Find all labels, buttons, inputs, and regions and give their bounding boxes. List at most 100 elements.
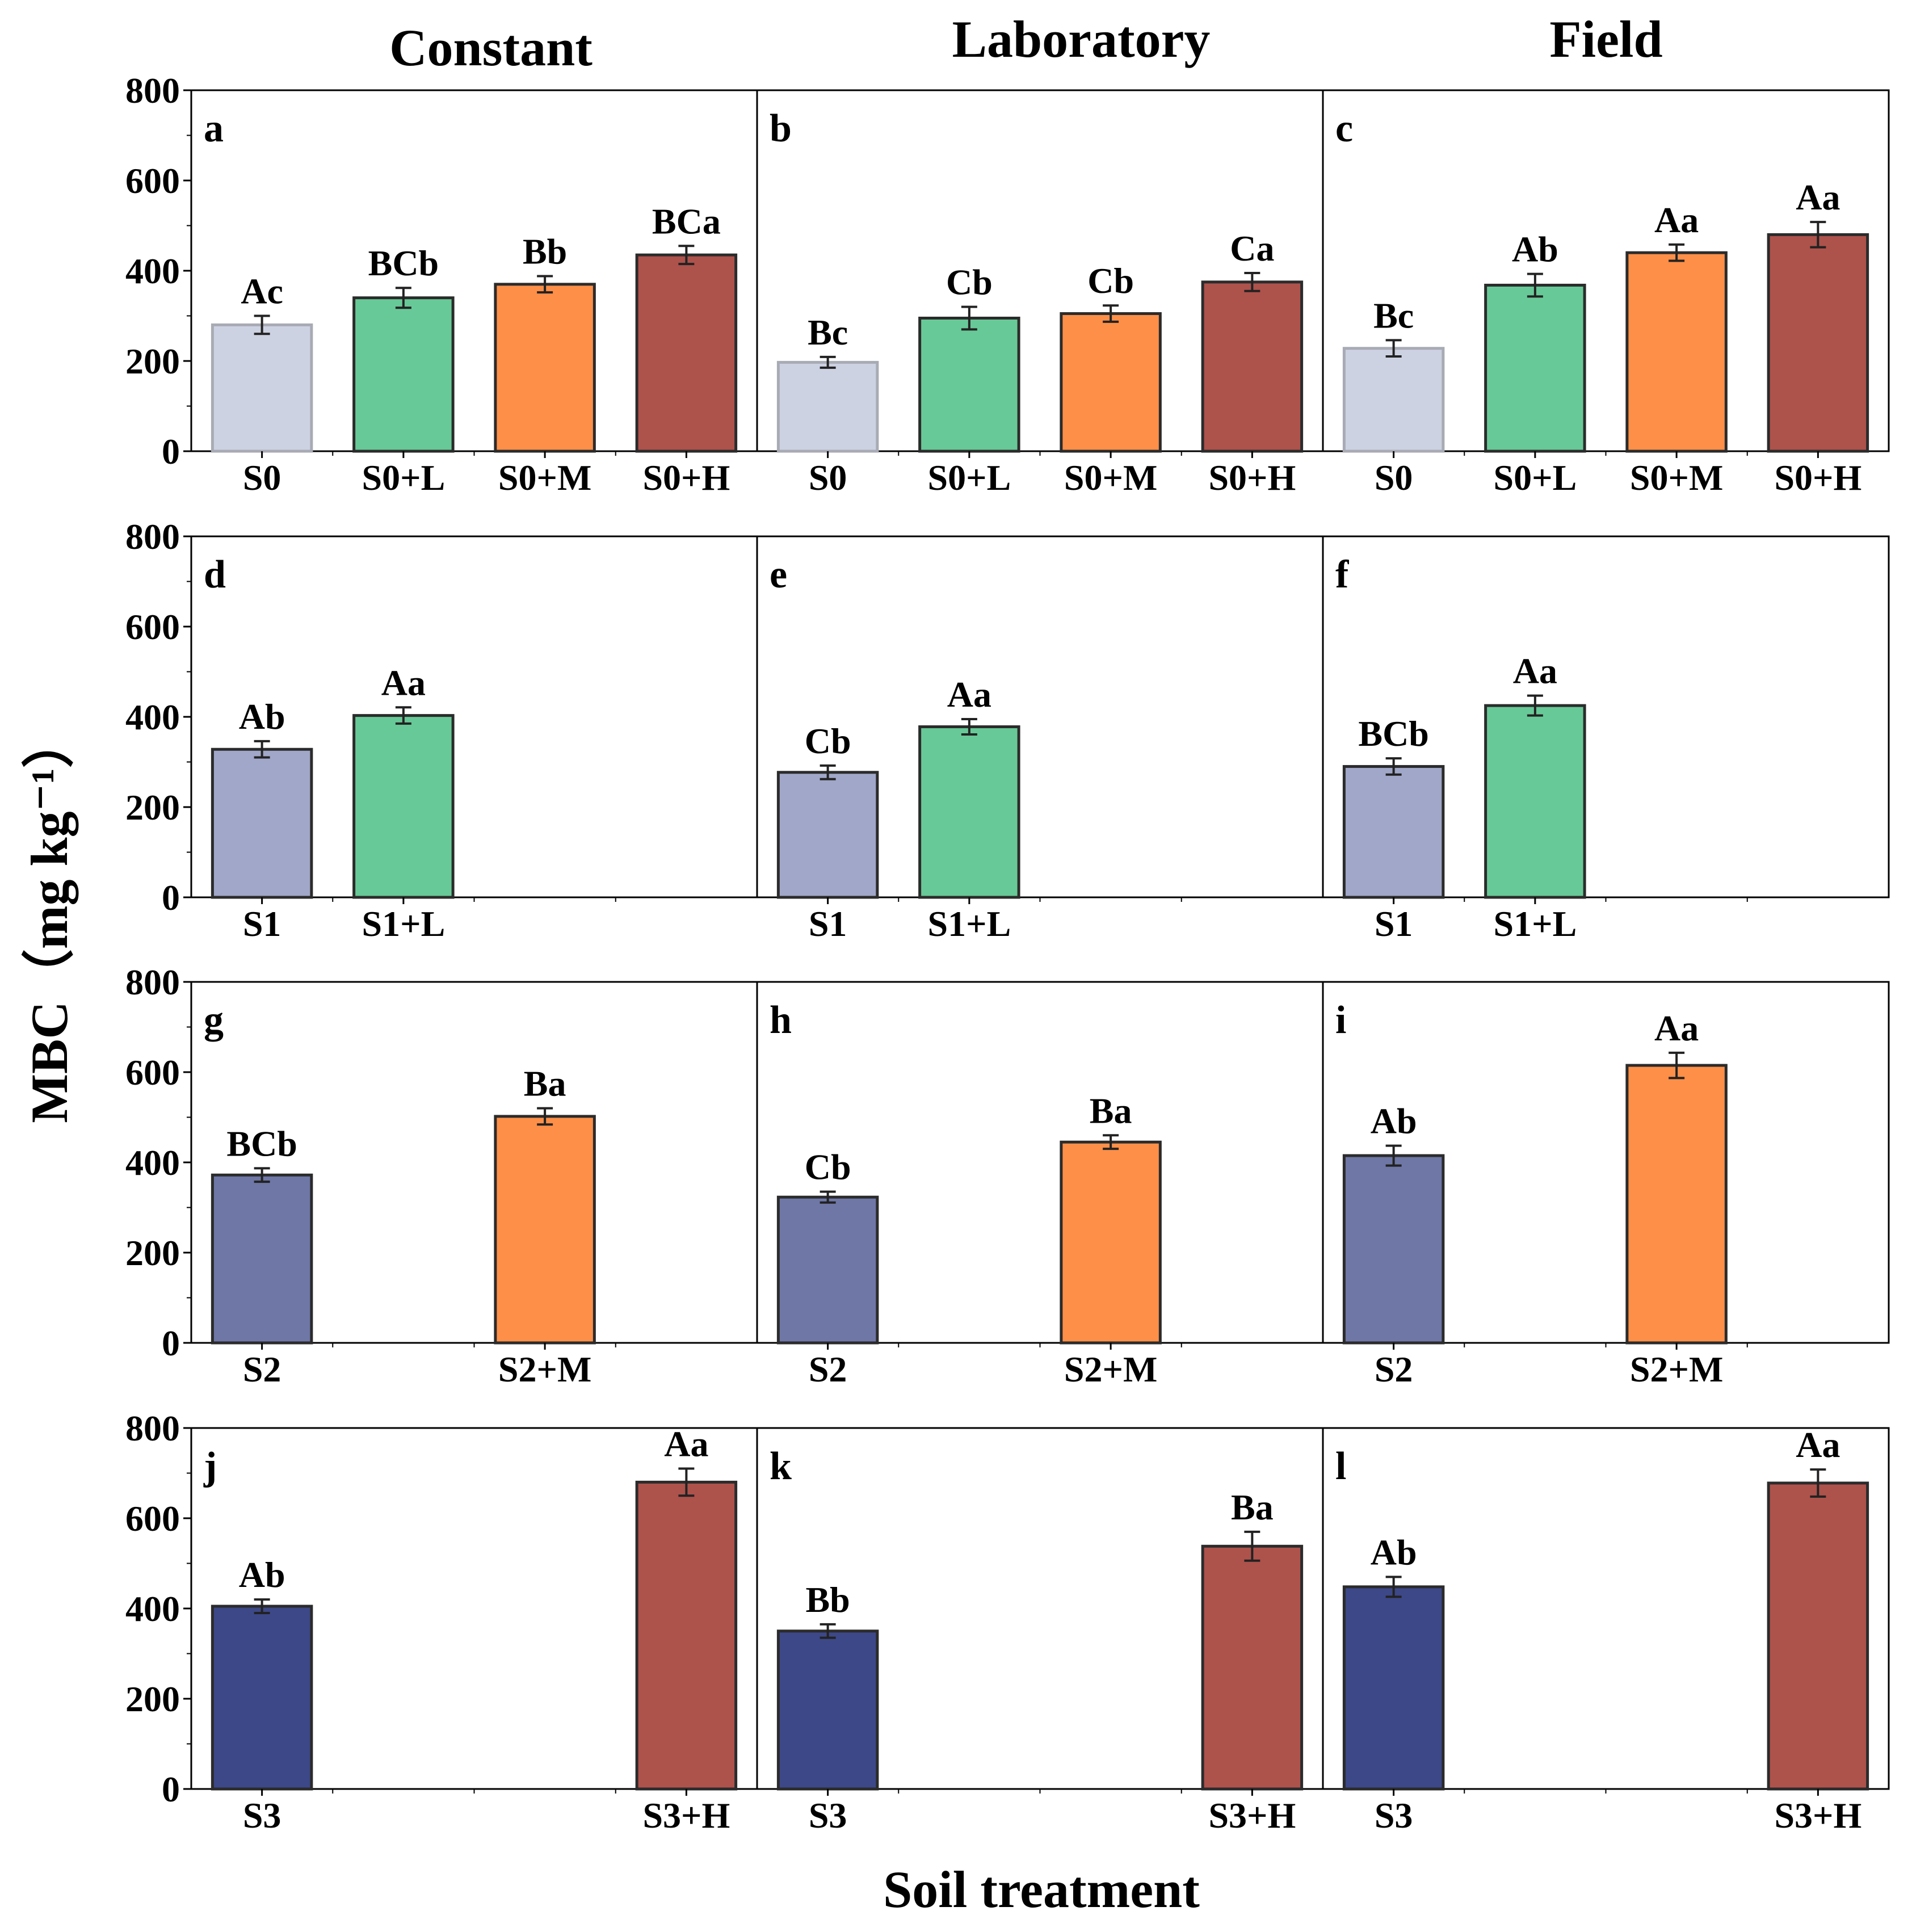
bar-a-S0: [211, 323, 313, 453]
significance-label: Aa: [664, 1424, 708, 1464]
bar-g-S2+M: [494, 1115, 596, 1345]
y-tick-label: 800: [125, 962, 180, 1002]
bar-b-S0+M: [1060, 312, 1162, 453]
panel-letter-f: f: [1335, 553, 1349, 597]
significance-label: BCa: [652, 201, 721, 241]
significance-label: Aa: [1654, 1008, 1699, 1048]
x-tick-label: S1: [809, 904, 847, 944]
significance-label: Ba: [524, 1064, 566, 1104]
significance-label: Ba: [1231, 1487, 1274, 1527]
x-tick-label: S1+L: [928, 904, 1011, 944]
x-tick-label: S2+M: [1064, 1349, 1157, 1389]
y-tick-label: 600: [125, 1052, 180, 1093]
y-tick-label: 800: [125, 1408, 180, 1448]
panel-letter-d: d: [204, 553, 226, 597]
significance-label: Ab: [239, 1555, 285, 1595]
panel-letter-k: k: [770, 1444, 792, 1488]
x-tick-label: S0+L: [362, 457, 446, 498]
significance-label: Bb: [805, 1580, 850, 1620]
panel-letter-g: g: [204, 998, 224, 1042]
bar-d-S1+L: [352, 714, 455, 899]
y-axis-label: MBC（mg kg⁻¹）: [20, 716, 78, 1123]
column-title-field: Field: [1549, 10, 1662, 68]
bar-e-S1+L: [918, 725, 1020, 899]
bar-f-S1: [1342, 765, 1445, 899]
bar-a-S0+L: [352, 296, 455, 453]
significance-label: Cb: [805, 1147, 851, 1187]
significance-label: Ab: [239, 696, 285, 737]
x-tick-label: S0+M: [1630, 457, 1723, 498]
significance-label: Ab: [1512, 229, 1558, 270]
bar-i-S2+M: [1625, 1064, 1728, 1345]
bar-b-S0+H: [1201, 280, 1304, 453]
bar-c-S0: [1342, 347, 1445, 453]
panel-letter-j: j: [203, 1444, 217, 1488]
bar-a-S0+M: [494, 283, 596, 453]
x-tick-label: S3+H: [1208, 1795, 1296, 1836]
x-tick-label: S2: [809, 1349, 847, 1389]
bar-c-S0+H: [1767, 233, 1869, 453]
x-tick-label: S0+L: [928, 457, 1011, 498]
x-axis-label: Soil treatment: [883, 1860, 1200, 1918]
x-tick-label: S0+L: [1494, 457, 1577, 498]
y-tick-label: 200: [125, 1233, 180, 1273]
significance-label: BCb: [226, 1123, 297, 1164]
significance-label: BCb: [368, 243, 439, 283]
y-tick-label: 0: [162, 431, 180, 472]
significance-label: Aa: [1796, 1425, 1840, 1465]
bar-b-S0: [776, 360, 879, 453]
y-tick-label: 200: [125, 1679, 180, 1719]
significance-label: Ba: [1090, 1090, 1132, 1131]
x-tick-label: S2: [243, 1349, 281, 1389]
y-tick-label: 0: [162, 1769, 180, 1809]
y-tick-label: 400: [125, 697, 180, 737]
bar-h-S2: [776, 1195, 879, 1345]
panel-letter-e: e: [770, 553, 787, 597]
significance-label: Cb: [946, 262, 993, 303]
x-tick-label: S0: [1375, 457, 1413, 498]
bar-k-S3+H: [1201, 1544, 1304, 1791]
x-tick-label: S0+M: [498, 457, 591, 498]
y-tick-label: 600: [125, 161, 180, 201]
x-tick-label: S0: [243, 457, 281, 498]
column-title-laboratory: Laboratory: [952, 10, 1211, 68]
x-tick-label: S2+M: [498, 1349, 591, 1389]
y-tick-label: 400: [125, 1143, 180, 1183]
y-tick-label: 800: [125, 516, 180, 557]
significance-label: Cb: [805, 721, 851, 761]
bar-e-S1: [776, 771, 879, 899]
bar-l-S3+H: [1767, 1481, 1869, 1791]
significance-label: Aa: [1796, 177, 1840, 217]
column-title-constant: Constant: [389, 19, 592, 77]
bar-h-S2+M: [1060, 1140, 1162, 1345]
panel-letter-i: i: [1335, 998, 1346, 1042]
x-tick-label: S3: [1375, 1795, 1413, 1836]
bar-d-S1: [211, 747, 313, 899]
x-tick-label: S0+H: [1774, 457, 1861, 498]
x-tick-label: S0+H: [1208, 457, 1296, 498]
panel-letter-c: c: [1335, 107, 1353, 150]
bar-j-S3: [211, 1605, 313, 1791]
y-tick-label: 400: [125, 251, 180, 291]
x-tick-label: S1: [243, 904, 281, 944]
significance-label: Bc: [808, 312, 848, 352]
y-tick-label: 200: [125, 341, 180, 381]
x-tick-label: S3+H: [642, 1795, 730, 1836]
panel-letter-l: l: [1335, 1444, 1346, 1488]
y-tick-label: 600: [125, 1498, 180, 1539]
significance-label: Bb: [523, 232, 567, 272]
x-tick-label: S1: [1375, 904, 1413, 944]
significance-label: Aa: [1654, 200, 1699, 240]
bar-b-S0+L: [918, 316, 1020, 453]
y-tick-label: 200: [125, 787, 180, 828]
bar-c-S0+L: [1484, 283, 1586, 453]
x-tick-label: S0: [809, 457, 847, 498]
panel-letter-a: a: [204, 107, 224, 150]
significance-label: Aa: [1513, 651, 1557, 691]
significance-label: Ac: [241, 271, 283, 312]
significance-label: Bc: [1373, 295, 1414, 335]
significance-label: Ca: [1230, 228, 1274, 268]
y-tick-label: 600: [125, 607, 180, 647]
bar-k-S3: [776, 1629, 879, 1791]
